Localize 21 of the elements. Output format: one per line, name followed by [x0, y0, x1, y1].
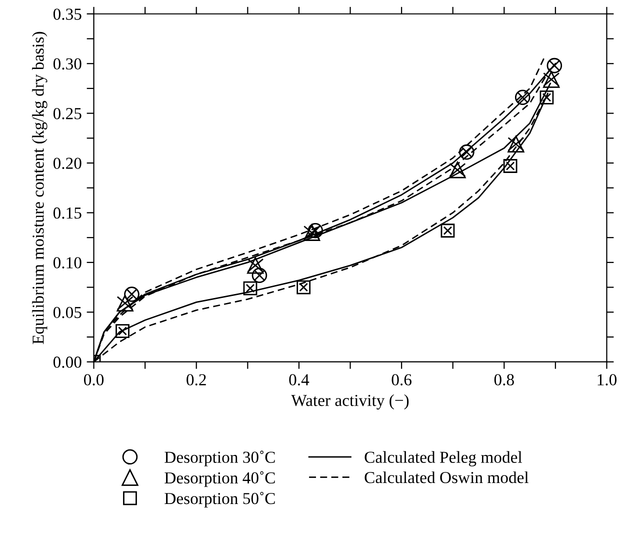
y-tick-label: 0.00 [53, 356, 82, 368]
y-tick-label: 0.20 [53, 158, 82, 170]
y-tick-label: 0.30 [53, 58, 82, 70]
x-tick-label: 0.6 [392, 374, 412, 386]
y-tick-label: 0.10 [53, 257, 82, 268]
y-tick-label: 0.15 [53, 207, 82, 219]
x-tick-label: 1.0 [598, 374, 617, 386]
x-tick-label: 0.0 [84, 374, 104, 386]
legend-label: Desorption 30˚C [164, 450, 275, 466]
legend-label: Desorption 40˚C [164, 471, 275, 487]
y-tick-label: 0.05 [53, 306, 82, 318]
legend-label: Calculated Peleg model [364, 451, 522, 466]
x-tick-label: 0.4 [289, 374, 310, 386]
x-axis-title: Water activity (−) [291, 394, 409, 410]
legend-label: Calculated Oswin model [364, 471, 528, 484]
y-tick-label: 0.35 [53, 8, 82, 20]
legend-label: Desorption 50˚C [164, 492, 275, 508]
y-axis-title: Equilibrium moisture content (kg/kg dry basis) [32, 32, 48, 344]
y-tick-label: 0.25 [53, 108, 82, 120]
x-tick-label: 0.2 [186, 374, 206, 386]
x-tick-label: 0.8 [494, 374, 514, 386]
